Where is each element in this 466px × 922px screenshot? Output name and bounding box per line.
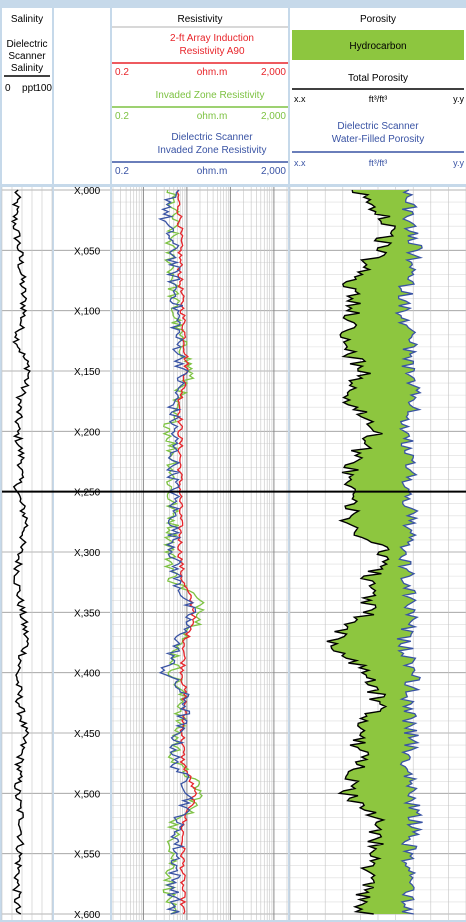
depth-label: X,100 bbox=[74, 307, 101, 318]
depth-label: X,600 bbox=[74, 910, 101, 921]
salinity-header bbox=[2, 8, 52, 184]
diel-res-unit: ohm.m bbox=[197, 166, 228, 177]
salinity-min: 0 bbox=[5, 83, 11, 94]
hydrocarbon-label: Hydrocarbon bbox=[349, 41, 406, 52]
salinity-curve bbox=[10, 189, 31, 915]
hydrocarbon-fill-swatch bbox=[292, 30, 464, 60]
diel-res-max: 2,000 bbox=[261, 166, 286, 177]
total-porosity-curve bbox=[326, 189, 396, 915]
water-porosity-max: y.y bbox=[453, 158, 464, 168]
a90-max: 2,000 bbox=[261, 67, 286, 78]
salinity-label-1: Dielectric bbox=[6, 39, 47, 50]
invaded-max: 2,000 bbox=[261, 111, 286, 122]
depth-label: X,450 bbox=[74, 729, 101, 740]
a90-label-1: 2-ft Array Induction bbox=[170, 33, 254, 44]
depth-label: X,350 bbox=[74, 608, 101, 619]
total-porosity-unit: ft³/ft³ bbox=[369, 94, 388, 104]
depth-label: X,550 bbox=[74, 850, 101, 861]
salinity-track bbox=[2, 187, 52, 920]
diel-res-min: 0.2 bbox=[115, 166, 129, 177]
depth-label: X,250 bbox=[74, 488, 101, 499]
depth-track bbox=[54, 187, 110, 920]
depth-label: X,050 bbox=[74, 246, 101, 257]
diel-res-label-2: Invaded Zone Resistivity bbox=[158, 145, 267, 156]
dielectric-invaded-resistivity-curve bbox=[157, 189, 197, 915]
a90-label-2: Resistivity A90 bbox=[179, 46, 244, 57]
depth-label: X,200 bbox=[74, 427, 101, 438]
salinity-label-3: Salinity bbox=[11, 63, 43, 74]
depth-label: X,400 bbox=[74, 669, 101, 680]
depth-labels: X,000 X,050 X,100 X,150 X,200 X,250 X,300 X,350… bbox=[74, 186, 101, 921]
water-porosity-label-2: Water-Filled Porosity bbox=[332, 134, 424, 145]
resistivity-header bbox=[112, 8, 288, 184]
salinity-unit: ppt bbox=[22, 83, 36, 94]
depth-label: X,300 bbox=[74, 548, 101, 559]
salinity-label-2: Scanner bbox=[8, 51, 46, 62]
total-porosity-max: y.y bbox=[453, 94, 464, 104]
resistivity-grid bbox=[112, 187, 288, 920]
a90-min: 0.2 bbox=[115, 67, 129, 78]
depth-label: X,500 bbox=[74, 789, 101, 800]
resistivity-title: Resistivity bbox=[177, 14, 222, 25]
a90-unit: ohm.m bbox=[197, 67, 228, 78]
salinity-max: 100 bbox=[35, 83, 52, 94]
water-porosity-min: x.x bbox=[294, 158, 306, 168]
total-porosity-min: x.x bbox=[294, 94, 306, 104]
water-filled-porosity-curve bbox=[394, 189, 424, 915]
water-porosity-unit: ft³/ft³ bbox=[369, 158, 388, 168]
invaded-min: 0.2 bbox=[115, 111, 129, 122]
depth-label: X,000 bbox=[74, 186, 101, 197]
invaded-zone-resistivity-curve bbox=[162, 189, 206, 915]
depth-header bbox=[54, 8, 110, 184]
salinity-title: Salinity bbox=[11, 14, 43, 25]
depth-label: X,150 bbox=[74, 367, 101, 378]
hydrocarbon-fill bbox=[326, 190, 423, 914]
total-porosity-label: Total Porosity bbox=[348, 73, 408, 84]
invaded-unit: ohm.m bbox=[197, 111, 228, 122]
invaded-label: Invaded Zone Resistivity bbox=[156, 90, 265, 101]
a90-resistivity-curve bbox=[176, 189, 198, 915]
diel-res-label-1: Dielectric Scanner bbox=[171, 132, 253, 143]
porosity-title: Porosity bbox=[360, 14, 396, 25]
water-porosity-label-1: Dielectric Scanner bbox=[337, 121, 419, 132]
